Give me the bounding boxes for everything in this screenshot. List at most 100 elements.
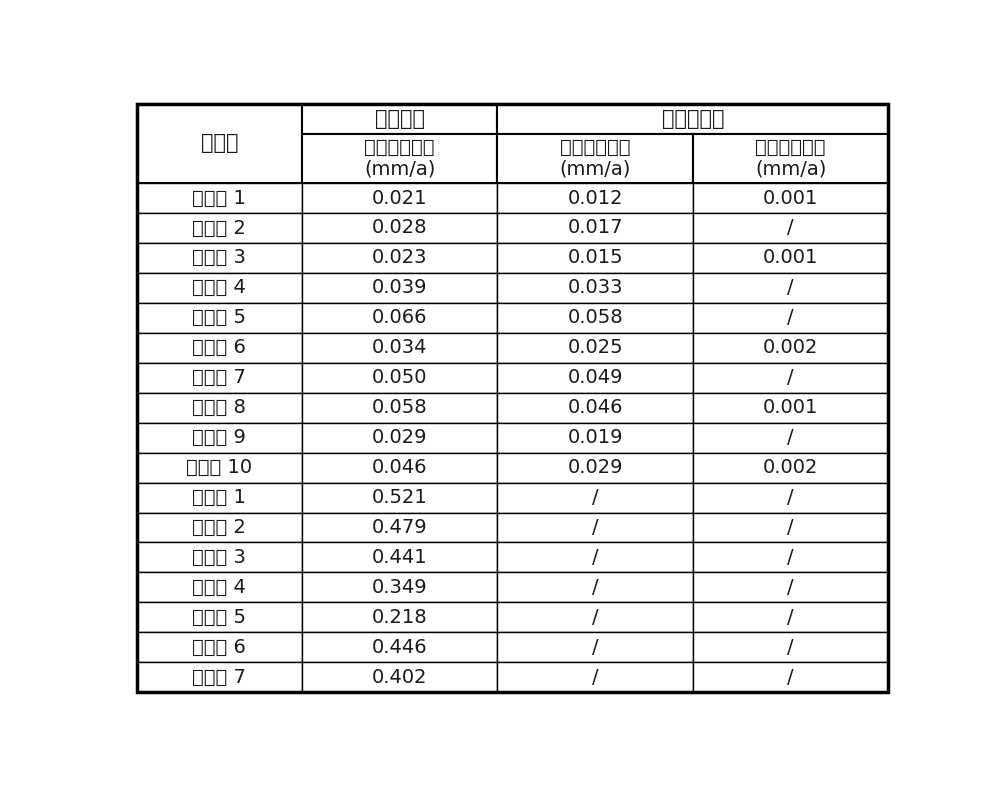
Bar bbox=[497, 213, 693, 243]
Text: /: / bbox=[787, 548, 794, 567]
Text: 0.058: 0.058 bbox=[567, 308, 623, 327]
Bar bbox=[693, 392, 888, 422]
Bar bbox=[693, 333, 888, 362]
Text: /: / bbox=[592, 548, 599, 567]
Bar bbox=[137, 482, 302, 512]
Text: 循环冷却水: 循环冷却水 bbox=[662, 109, 724, 128]
Bar bbox=[302, 243, 497, 273]
Text: 实施例 5: 实施例 5 bbox=[192, 308, 246, 327]
Text: 0.001: 0.001 bbox=[763, 398, 818, 417]
Bar bbox=[693, 213, 888, 243]
Text: 对比例 1: 对比例 1 bbox=[192, 488, 246, 507]
Text: /: / bbox=[592, 608, 599, 626]
Text: /: / bbox=[787, 578, 794, 597]
Text: 0.049: 0.049 bbox=[567, 368, 623, 387]
Text: 实施例 4: 实施例 4 bbox=[192, 278, 246, 297]
Text: 0.349: 0.349 bbox=[372, 578, 428, 597]
Text: 0.058: 0.058 bbox=[372, 398, 428, 417]
Text: 0.521: 0.521 bbox=[372, 488, 428, 507]
Text: /: / bbox=[787, 667, 794, 687]
Bar bbox=[302, 662, 497, 692]
Bar bbox=[302, 602, 497, 632]
Text: 0.029: 0.029 bbox=[372, 428, 427, 447]
Text: 实施例 10: 实施例 10 bbox=[186, 458, 252, 477]
Text: 0.066: 0.066 bbox=[372, 308, 427, 327]
Text: 0.033: 0.033 bbox=[567, 278, 623, 297]
Text: /: / bbox=[787, 368, 794, 387]
Bar bbox=[137, 632, 302, 662]
Bar bbox=[497, 602, 693, 632]
Bar bbox=[693, 602, 888, 632]
Text: 0.015: 0.015 bbox=[567, 248, 623, 267]
Bar bbox=[302, 572, 497, 602]
Text: 对比例 3: 对比例 3 bbox=[192, 548, 246, 567]
Text: 0.021: 0.021 bbox=[372, 188, 427, 207]
Bar bbox=[693, 632, 888, 662]
Text: 0.002: 0.002 bbox=[763, 338, 818, 357]
Bar bbox=[693, 273, 888, 303]
Text: 实施例 2: 实施例 2 bbox=[192, 218, 246, 237]
Bar bbox=[693, 243, 888, 273]
Bar bbox=[137, 512, 302, 542]
Bar bbox=[302, 542, 497, 572]
Text: /: / bbox=[787, 428, 794, 447]
Bar bbox=[497, 273, 693, 303]
Text: 对比例 2: 对比例 2 bbox=[192, 518, 246, 537]
Text: 0.039: 0.039 bbox=[372, 278, 427, 297]
Bar bbox=[497, 303, 693, 333]
Text: 0.046: 0.046 bbox=[372, 458, 427, 477]
Bar bbox=[497, 104, 888, 134]
Bar bbox=[137, 422, 302, 452]
Text: 实施例 1: 实施例 1 bbox=[192, 188, 246, 207]
Bar bbox=[302, 632, 497, 662]
Bar bbox=[693, 542, 888, 572]
Bar bbox=[302, 452, 497, 482]
Text: 0.001: 0.001 bbox=[763, 188, 818, 207]
Text: /: / bbox=[592, 578, 599, 597]
Text: /: / bbox=[592, 637, 599, 656]
Bar bbox=[497, 362, 693, 392]
Bar bbox=[302, 303, 497, 333]
Bar bbox=[497, 134, 693, 183]
Bar bbox=[137, 104, 302, 183]
Bar bbox=[497, 542, 693, 572]
Text: /: / bbox=[592, 488, 599, 507]
Text: /: / bbox=[592, 518, 599, 537]
Bar bbox=[302, 273, 497, 303]
Text: 0.034: 0.034 bbox=[372, 338, 427, 357]
Bar bbox=[693, 422, 888, 452]
Bar bbox=[137, 273, 302, 303]
Bar bbox=[137, 303, 302, 333]
Bar bbox=[497, 482, 693, 512]
Text: 中水输送: 中水输送 bbox=[375, 109, 425, 128]
Text: 0.050: 0.050 bbox=[372, 368, 427, 387]
Text: 对比例 5: 对比例 5 bbox=[192, 608, 246, 626]
Text: /: / bbox=[787, 218, 794, 237]
Text: /: / bbox=[787, 608, 794, 626]
Text: /: / bbox=[787, 278, 794, 297]
Bar bbox=[693, 183, 888, 213]
Bar bbox=[302, 183, 497, 213]
Bar bbox=[497, 572, 693, 602]
Text: /: / bbox=[787, 637, 794, 656]
Text: 0.002: 0.002 bbox=[763, 458, 818, 477]
Bar bbox=[497, 243, 693, 273]
Bar bbox=[137, 452, 302, 482]
Bar bbox=[497, 333, 693, 362]
Bar bbox=[497, 632, 693, 662]
Text: 0.029: 0.029 bbox=[567, 458, 623, 477]
Bar bbox=[497, 183, 693, 213]
Text: 0.023: 0.023 bbox=[372, 248, 427, 267]
Bar bbox=[693, 362, 888, 392]
Text: 碳钢腐蚀速率
(mm/a): 碳钢腐蚀速率 (mm/a) bbox=[560, 138, 631, 179]
Bar bbox=[693, 482, 888, 512]
Bar bbox=[137, 362, 302, 392]
Bar bbox=[497, 422, 693, 452]
Bar bbox=[302, 512, 497, 542]
Bar bbox=[497, 512, 693, 542]
Bar bbox=[693, 452, 888, 482]
Bar bbox=[137, 392, 302, 422]
Bar bbox=[137, 183, 302, 213]
Text: /: / bbox=[787, 488, 794, 507]
Text: 0.001: 0.001 bbox=[763, 248, 818, 267]
